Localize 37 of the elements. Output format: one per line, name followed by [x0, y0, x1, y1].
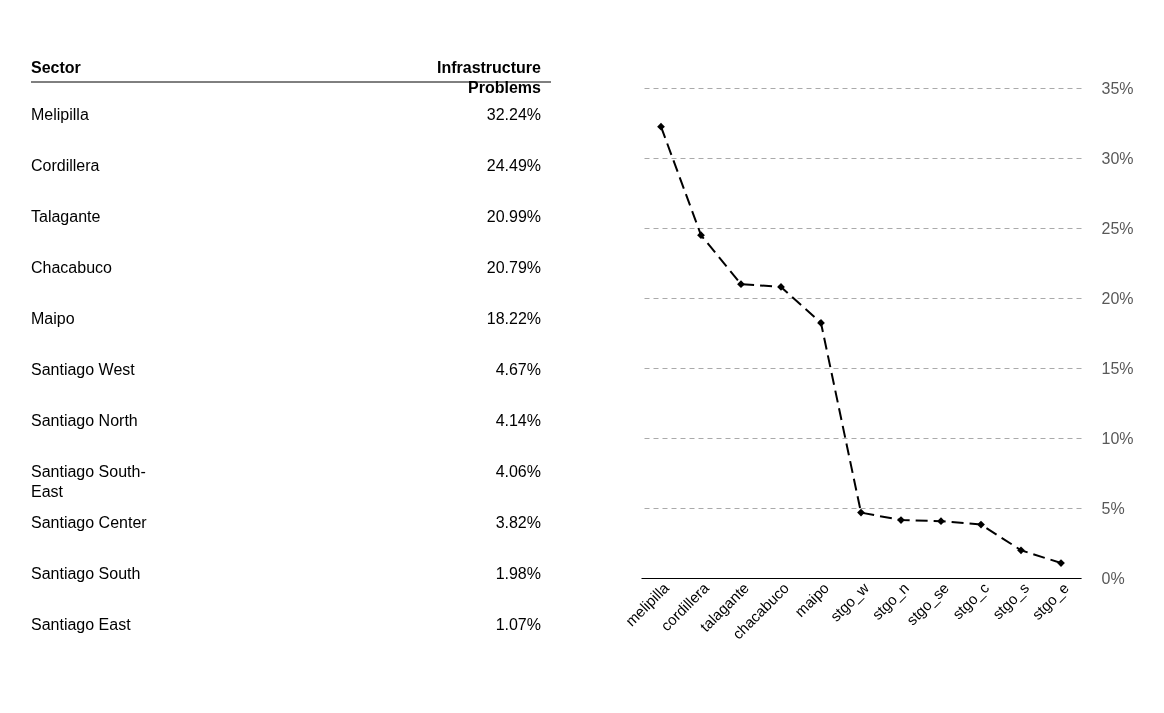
category-label: Melipilla — [31, 106, 89, 124]
category-label: Santiago Center — [31, 513, 148, 531]
y-tick-label: 10% — [1101, 429, 1134, 447]
y-tick-label: 25% — [1101, 219, 1134, 237]
data-label: 4.06% — [495, 462, 541, 480]
category-label: Talagante — [31, 208, 101, 226]
category-label: Santiago East — [31, 615, 132, 633]
data-label: 24.49% — [486, 157, 541, 175]
data-label: 4.67% — [495, 361, 541, 378]
category-label: Santiago North — [31, 411, 138, 429]
point — [937, 517, 945, 526]
point — [1017, 546, 1025, 555]
category-label: Maipo — [31, 310, 75, 328]
data-label: 20.99% — [486, 208, 541, 226]
text: Infrastructure Problems — [436, 59, 542, 96]
y-tick-label: 30% — [1101, 149, 1134, 167]
category-label: Santiago South — [31, 564, 141, 582]
y-tick-label: 0% — [1101, 569, 1125, 587]
data-label: 1.07% — [495, 615, 541, 633]
y-tick-label: 35% — [1101, 79, 1134, 97]
y-tick-label: 20% — [1101, 289, 1134, 307]
category-label: Cordillera — [31, 157, 100, 175]
data-label: 20.79% — [486, 259, 541, 277]
point — [857, 508, 865, 517]
point — [657, 122, 665, 131]
data-label: 4.14% — [495, 411, 541, 429]
data-label: 32.24% — [486, 106, 541, 124]
category-label: Santiago West — [31, 361, 136, 378]
data-label: 18.22% — [486, 310, 541, 328]
text: Sector — [31, 59, 81, 76]
y-tick-label: 5% — [1101, 499, 1125, 517]
category-label: Santiago South-East — [31, 462, 146, 500]
data-label: 3.82% — [495, 513, 541, 531]
point — [977, 520, 985, 529]
data-label: 1.98% — [495, 564, 541, 582]
category-label: Chacabuco — [31, 259, 113, 277]
y-tick-label: 15% — [1101, 359, 1134, 377]
